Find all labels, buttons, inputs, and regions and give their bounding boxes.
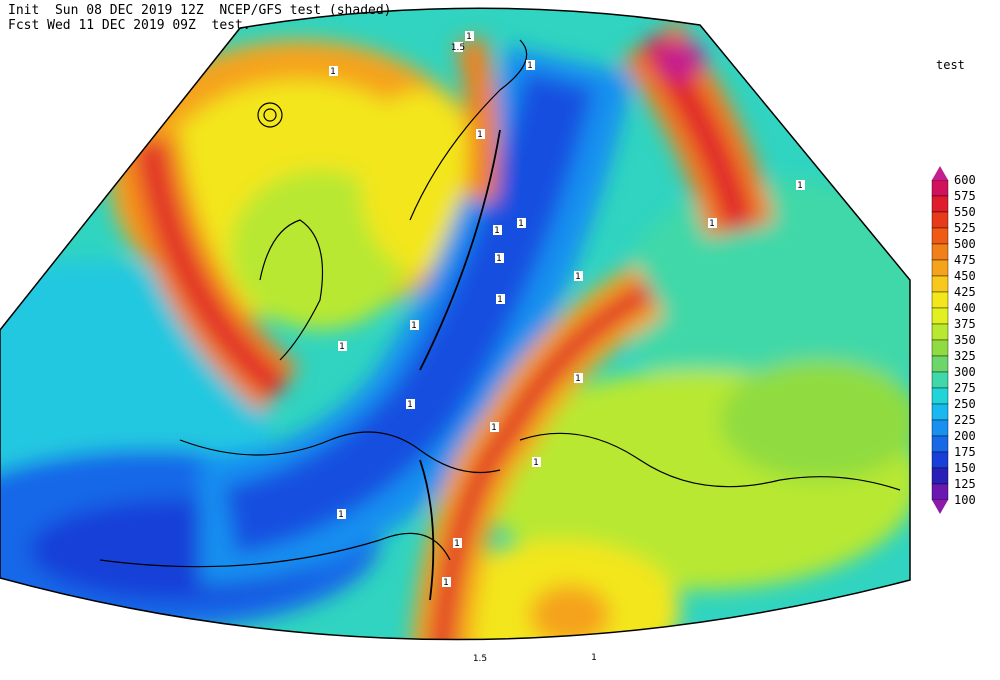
legend-title: test bbox=[936, 58, 965, 72]
legend-label: 200 bbox=[954, 429, 976, 443]
contour-label: 1 bbox=[797, 181, 803, 191]
legend-label: 100 bbox=[954, 493, 976, 507]
legend-label: 400 bbox=[954, 301, 976, 315]
legend-swatch bbox=[931, 275, 949, 293]
legend-swatch bbox=[931, 371, 949, 389]
legend-label: 175 bbox=[954, 445, 976, 459]
contour-label: 1 bbox=[575, 374, 581, 384]
contour-label-bg bbox=[574, 373, 583, 383]
contour-label-bg bbox=[453, 538, 462, 548]
contour-label-bg bbox=[532, 457, 541, 467]
contour-label-bg bbox=[410, 320, 419, 330]
contour-label-bg bbox=[517, 218, 526, 228]
legend-swatch bbox=[931, 179, 949, 197]
map-border bbox=[0, 7, 911, 641]
contour-label-bg bbox=[338, 341, 347, 351]
legend-label: 550 bbox=[954, 205, 976, 219]
contour-label-bg bbox=[406, 399, 415, 409]
contour-label: 1 bbox=[454, 539, 460, 549]
legend-swatch bbox=[931, 291, 949, 309]
contour-label-bg bbox=[796, 180, 805, 190]
contour-label: 1 bbox=[591, 653, 597, 663]
contour-label: 1 bbox=[575, 272, 581, 282]
contour-label: 1 bbox=[338, 510, 344, 520]
contour-label-bg bbox=[526, 60, 535, 70]
legend-arrow-top bbox=[932, 166, 948, 180]
contour-label: 1 bbox=[518, 219, 524, 229]
legend-swatch bbox=[931, 387, 949, 405]
contour-label-bg bbox=[493, 225, 502, 235]
contour-label-bg bbox=[590, 652, 599, 662]
contour-label-bg bbox=[476, 653, 485, 663]
legend-label: 225 bbox=[954, 413, 976, 427]
legend-label: 500 bbox=[954, 237, 976, 251]
legend-label: 275 bbox=[954, 381, 976, 395]
legend-swatch bbox=[931, 403, 949, 421]
contour-label: 1.5 bbox=[473, 654, 487, 664]
contour-label-bg bbox=[329, 66, 338, 76]
contour-label-bg bbox=[496, 294, 505, 304]
legend-swatch bbox=[931, 195, 949, 213]
legend-swatch bbox=[931, 435, 949, 453]
contour-label: 1.5 bbox=[451, 43, 465, 53]
legend-label: 300 bbox=[954, 365, 976, 379]
legend-label: 250 bbox=[954, 397, 976, 411]
legend-swatch bbox=[931, 355, 949, 373]
legend-arrow-bottom bbox=[932, 500, 948, 514]
contour-label: 1 bbox=[491, 423, 497, 433]
contour-label: 1 bbox=[339, 342, 345, 352]
legend-label: 450 bbox=[954, 269, 976, 283]
contour-label-bg bbox=[442, 577, 451, 587]
contour-label: 1 bbox=[466, 32, 472, 42]
legend-swatch bbox=[931, 451, 949, 469]
legend-label: 325 bbox=[954, 349, 976, 363]
contour-label: 1 bbox=[709, 219, 715, 229]
contour-label-bg bbox=[574, 271, 583, 281]
legend-swatch bbox=[931, 243, 949, 261]
contour-label-bg bbox=[337, 509, 346, 519]
contour-label-bg bbox=[465, 31, 474, 41]
legend-label: 425 bbox=[954, 285, 976, 299]
contour-label-bg bbox=[495, 253, 504, 263]
contour-label: 1 bbox=[527, 61, 533, 71]
contour-label: 1 bbox=[494, 226, 500, 236]
legend-swatch bbox=[931, 211, 949, 229]
legend-label: 575 bbox=[954, 189, 976, 203]
contour-label-bg bbox=[476, 129, 485, 139]
legend-swatch bbox=[931, 259, 949, 277]
contour-label: 1 bbox=[443, 578, 449, 588]
legend-label: 125 bbox=[954, 477, 976, 491]
contour-label: 1 bbox=[407, 400, 413, 410]
contour-label: 1 bbox=[497, 295, 503, 305]
contour-label: 1 bbox=[477, 130, 483, 140]
legend-swatch bbox=[931, 323, 949, 341]
legend-swatch bbox=[931, 227, 949, 245]
legend-swatch bbox=[931, 307, 949, 325]
contour-label: 1 bbox=[411, 321, 417, 331]
coastlines bbox=[99, 39, 901, 601]
contour-label-bg bbox=[708, 218, 717, 228]
header-line: Fcst Wed 11 DEC 2019 09Z test. bbox=[8, 18, 251, 33]
contour-label-bg bbox=[454, 42, 463, 52]
legend-swatch bbox=[931, 483, 949, 501]
legend-label: 525 bbox=[954, 221, 976, 235]
legend-label: 375 bbox=[954, 317, 976, 331]
legend-label: 600 bbox=[954, 173, 976, 187]
contour-label: 1 bbox=[330, 67, 336, 77]
legend-label: 475 bbox=[954, 253, 976, 267]
header-line: Init Sun 08 DEC 2019 12Z NCEP/GFS test (… bbox=[8, 3, 392, 18]
shaded-field bbox=[0, 8, 910, 640]
contour-label: 1 bbox=[496, 254, 502, 264]
legend-swatch bbox=[931, 467, 949, 485]
contour-label-bg bbox=[490, 422, 499, 432]
legend-label: 150 bbox=[954, 461, 976, 475]
contour-label: 1 bbox=[533, 458, 539, 468]
legend-label: 350 bbox=[954, 333, 976, 347]
legend-swatch bbox=[931, 339, 949, 357]
legend-swatch bbox=[931, 419, 949, 437]
